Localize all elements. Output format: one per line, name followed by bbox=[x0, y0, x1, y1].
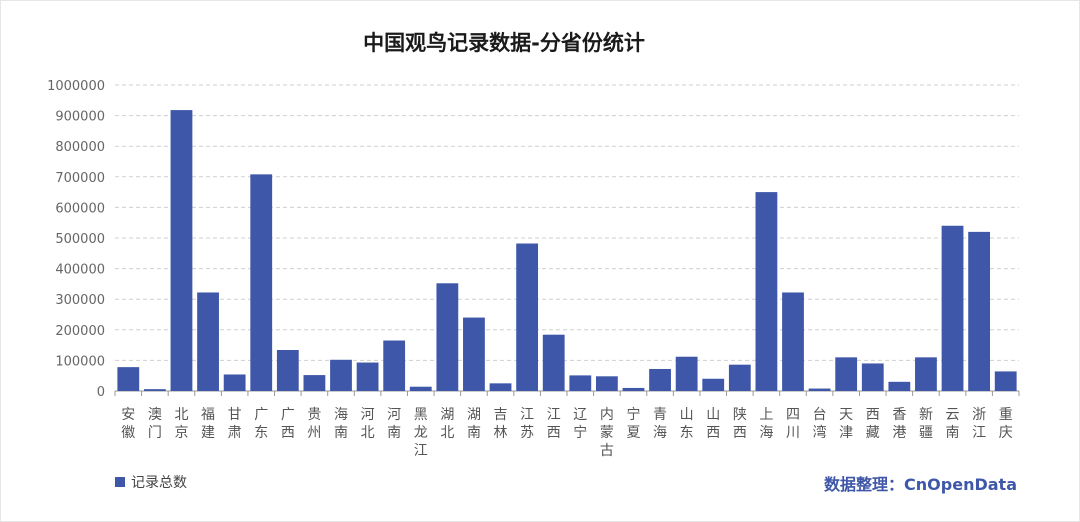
bar[interactable] bbox=[117, 367, 140, 391]
x-tick-label: 天津 bbox=[839, 407, 853, 441]
x-tick-label: 四川 bbox=[786, 407, 800, 441]
bar[interactable] bbox=[409, 386, 432, 391]
x-tick-label: 上海 bbox=[759, 407, 773, 441]
chart-title: 中国观鸟记录数据-分省份统计 bbox=[363, 31, 645, 55]
x-tick-label: 吉林 bbox=[494, 407, 508, 441]
bar[interactable] bbox=[649, 368, 671, 391]
x-tick-label: 山西 bbox=[706, 407, 720, 441]
bar[interactable] bbox=[675, 356, 698, 391]
bar[interactable] bbox=[595, 376, 618, 391]
bar[interactable] bbox=[861, 363, 884, 391]
bar[interactable] bbox=[888, 381, 911, 391]
legend-swatch bbox=[115, 477, 125, 487]
bar[interactable] bbox=[755, 192, 778, 391]
bar[interactable] bbox=[516, 243, 539, 391]
x-tick-label: 福建 bbox=[201, 407, 215, 441]
x-tick-label: 浙江 bbox=[972, 407, 986, 441]
y-tick-label: 600000 bbox=[55, 201, 105, 216]
bar[interactable] bbox=[276, 349, 299, 391]
bar[interactable] bbox=[303, 375, 326, 391]
legend[interactable]: 记录总数 bbox=[115, 473, 187, 491]
x-tick-label: 河北 bbox=[361, 407, 375, 441]
bars bbox=[117, 110, 1017, 391]
bar[interactable] bbox=[994, 371, 1017, 391]
bar[interactable] bbox=[436, 283, 459, 391]
bar[interactable] bbox=[330, 359, 352, 391]
y-tick-label: 0 bbox=[97, 385, 105, 400]
x-tick-label: 湖南 bbox=[467, 407, 481, 441]
x-tick-label: 广西 bbox=[281, 407, 295, 441]
bar[interactable] bbox=[223, 374, 246, 391]
bar[interactable] bbox=[143, 389, 166, 391]
x-tick-label: 甘肃 bbox=[228, 407, 242, 441]
y-tick-label: 700000 bbox=[55, 171, 105, 186]
x-tick-label: 广东 bbox=[254, 407, 268, 441]
bar[interactable] bbox=[941, 225, 964, 391]
legend-label: 记录总数 bbox=[131, 475, 187, 491]
y-tick-label: 500000 bbox=[55, 232, 105, 247]
bar[interactable] bbox=[728, 364, 751, 391]
x-tick-label: 江西 bbox=[547, 407, 561, 441]
x-tick-label: 北京 bbox=[174, 407, 188, 441]
x-tick-label: 青海 bbox=[653, 407, 667, 441]
bar[interactable] bbox=[835, 357, 858, 391]
bar[interactable] bbox=[197, 292, 219, 391]
y-tick-label: 200000 bbox=[55, 324, 105, 339]
x-tick-label: 湖北 bbox=[440, 407, 454, 441]
x-tick-label: 辽宁 bbox=[573, 407, 587, 441]
y-tick-label: 400000 bbox=[55, 263, 105, 278]
y-tick-label: 300000 bbox=[55, 293, 105, 308]
x-tick-label: 重庆 bbox=[999, 407, 1013, 441]
x-axis-ticks: 安徽澳门北京福建甘肃广东广西贵州海南河北河南黑龙江湖北湖南吉林江苏江西辽宁内蒙古… bbox=[114, 391, 1020, 459]
bar[interactable] bbox=[702, 378, 725, 391]
bar[interactable] bbox=[250, 174, 273, 391]
x-tick-label: 海南 bbox=[334, 407, 348, 441]
x-tick-label: 陕西 bbox=[733, 407, 747, 441]
y-tick-label: 800000 bbox=[55, 140, 105, 155]
x-tick-label: 西藏 bbox=[866, 407, 880, 441]
x-tick-label: 河南 bbox=[387, 407, 401, 441]
bar[interactable] bbox=[170, 110, 193, 391]
y-tick-label: 100000 bbox=[55, 354, 105, 369]
x-tick-label: 台湾 bbox=[813, 407, 827, 441]
x-tick-label: 新疆 bbox=[919, 407, 933, 441]
x-tick-label: 宁夏 bbox=[626, 406, 640, 441]
x-tick-label: 山东 bbox=[680, 407, 694, 441]
bar[interactable] bbox=[463, 317, 485, 391]
bar[interactable] bbox=[542, 334, 565, 391]
x-tick-label: 澳门 bbox=[148, 407, 162, 441]
bar[interactable] bbox=[356, 362, 379, 391]
x-tick-label: 贵州 bbox=[307, 407, 321, 441]
bar[interactable] bbox=[808, 388, 831, 391]
x-tick-label: 安徽 bbox=[121, 407, 135, 441]
bar[interactable] bbox=[915, 357, 937, 391]
y-tick-label: 1000000 bbox=[47, 79, 105, 94]
bar[interactable] bbox=[569, 375, 592, 391]
y-axis-ticks: 0 100000 200000 300000 400000 500000 600000 700… bbox=[47, 79, 105, 400]
x-tick-label: 内蒙古 bbox=[600, 407, 614, 459]
x-tick-label: 黑龙江 bbox=[414, 407, 428, 459]
data-credit: 数据整理：CnOpenData bbox=[824, 475, 1017, 494]
bar[interactable] bbox=[968, 231, 991, 391]
bar[interactable] bbox=[622, 387, 645, 391]
x-tick-label: 香港 bbox=[892, 407, 906, 441]
bar[interactable] bbox=[383, 340, 406, 391]
x-tick-label: 江苏 bbox=[520, 407, 534, 441]
x-tick-label: 云南 bbox=[946, 407, 960, 441]
bar[interactable] bbox=[489, 383, 512, 391]
bar[interactable] bbox=[782, 292, 804, 391]
y-tick-label: 900000 bbox=[55, 110, 105, 125]
